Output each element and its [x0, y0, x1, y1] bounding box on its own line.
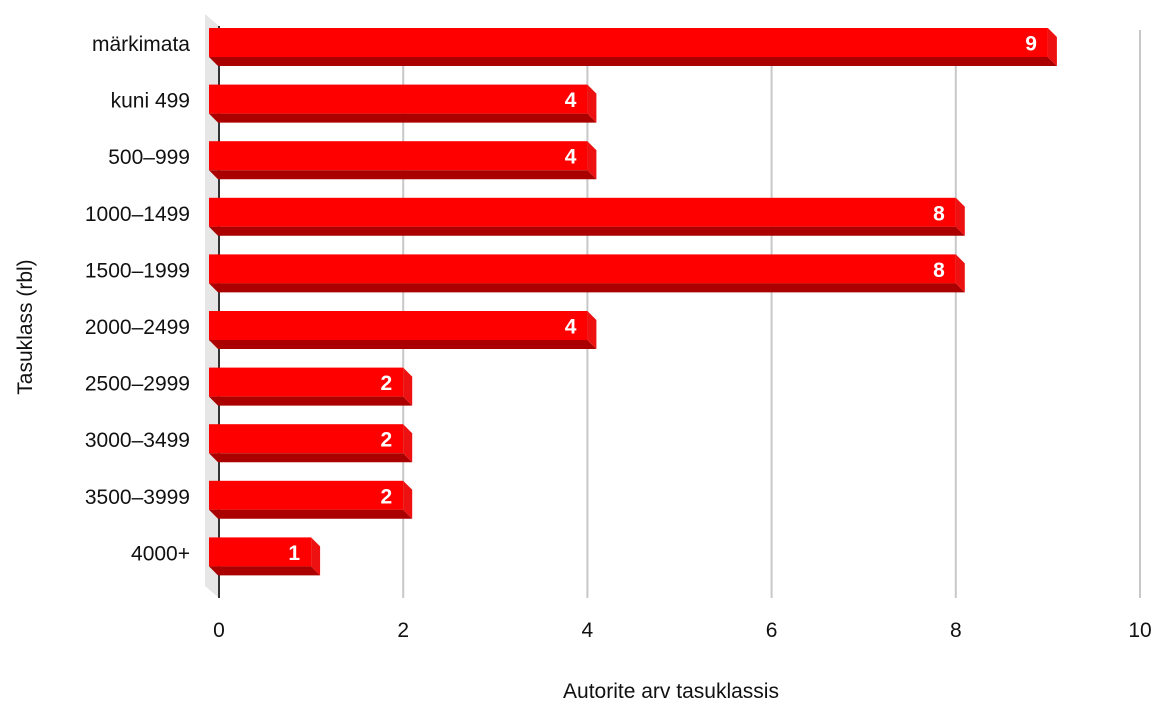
y-tick-label: 1000–1499: [85, 203, 190, 226]
y-tick-label: märkimata: [92, 33, 190, 56]
bar-face: [209, 84, 588, 114]
x-tick-label: 0: [213, 619, 225, 642]
bars: [209, 28, 1057, 576]
bar-bottom: [209, 396, 413, 406]
bar-face: [209, 537, 312, 567]
bar-bottom: [209, 453, 413, 463]
bar-end: [587, 141, 597, 180]
bar-end: [1047, 28, 1057, 66]
data-label: 2: [381, 485, 393, 508]
bar: [209, 84, 597, 123]
x-tick-label: 10: [1128, 619, 1151, 642]
bar-face: [209, 28, 1048, 57]
bar-bottom: [209, 170, 597, 180]
x-axis-title: Autorite arv tasuklassis: [563, 680, 779, 703]
data-label: 4: [565, 146, 577, 169]
bar: [209, 311, 597, 349]
x-tick-label: 2: [397, 619, 409, 642]
y-tick-label: kuni 499: [111, 90, 190, 113]
bar-end: [403, 424, 413, 463]
bar-face: [209, 254, 956, 284]
bar: [209, 254, 965, 293]
x-axis-tick-labels: 0 2 4 6 8 10: [213, 619, 1152, 642]
y-tick-label: 2500–2999: [85, 373, 190, 396]
bar-end: [587, 84, 597, 123]
data-label: 2: [381, 372, 393, 395]
y-axis-title: Tasuklass (rbl): [14, 259, 37, 394]
x-tick-label: 8: [950, 619, 962, 642]
bar-bottom: [209, 113, 597, 123]
y-tick-label: 3500–3999: [85, 486, 190, 509]
data-label: 1: [288, 542, 300, 565]
bar-bottom: [209, 566, 321, 576]
data-label: 2: [381, 429, 393, 452]
y-axis-tick-labels: märkimata kuni 499 500–999 1000–1499 1500–19…: [85, 33, 190, 565]
bar: [209, 197, 965, 236]
bar-bottom: [209, 283, 965, 293]
bar-face: [209, 424, 404, 454]
data-label: 4: [565, 89, 577, 112]
bar-end: [955, 254, 965, 293]
bar: [209, 141, 597, 180]
bar-bottom: [209, 509, 413, 519]
bar-bottom: [209, 340, 597, 349]
bar: [209, 367, 413, 406]
bar-end: [587, 311, 597, 349]
bar: [209, 480, 413, 519]
bar-face: [209, 197, 956, 227]
data-label: 8: [933, 259, 945, 282]
bar: [209, 424, 413, 463]
data-label: 8: [933, 202, 945, 225]
y-tick-label: 2000–2499: [85, 316, 190, 339]
y-tick-label: 1500–1999: [85, 259, 190, 282]
data-label: 9: [1025, 33, 1037, 56]
bar-end: [955, 197, 965, 236]
bar-face: [209, 480, 404, 510]
x-tick-label: 4: [582, 619, 594, 642]
bar-face: [209, 141, 588, 171]
bar-end: [403, 367, 413, 406]
y-tick-label: 500–999: [108, 146, 190, 169]
data-label: 4: [565, 316, 577, 339]
y-tick-label: 3000–3499: [85, 429, 190, 452]
bar: [209, 537, 321, 576]
bar-face: [209, 367, 404, 397]
data-labels: 9 4 4 8 8 4 2 2 2 1: [288, 33, 1036, 565]
y-tick-label: 4000+: [131, 542, 190, 565]
bar-bottom: [209, 226, 965, 236]
bar-face: [209, 311, 588, 340]
bar-end: [311, 537, 321, 576]
bar-end: [403, 480, 413, 519]
bar-bottom: [209, 57, 1057, 66]
bar: [209, 28, 1057, 66]
x-tick-label: 6: [766, 619, 778, 642]
